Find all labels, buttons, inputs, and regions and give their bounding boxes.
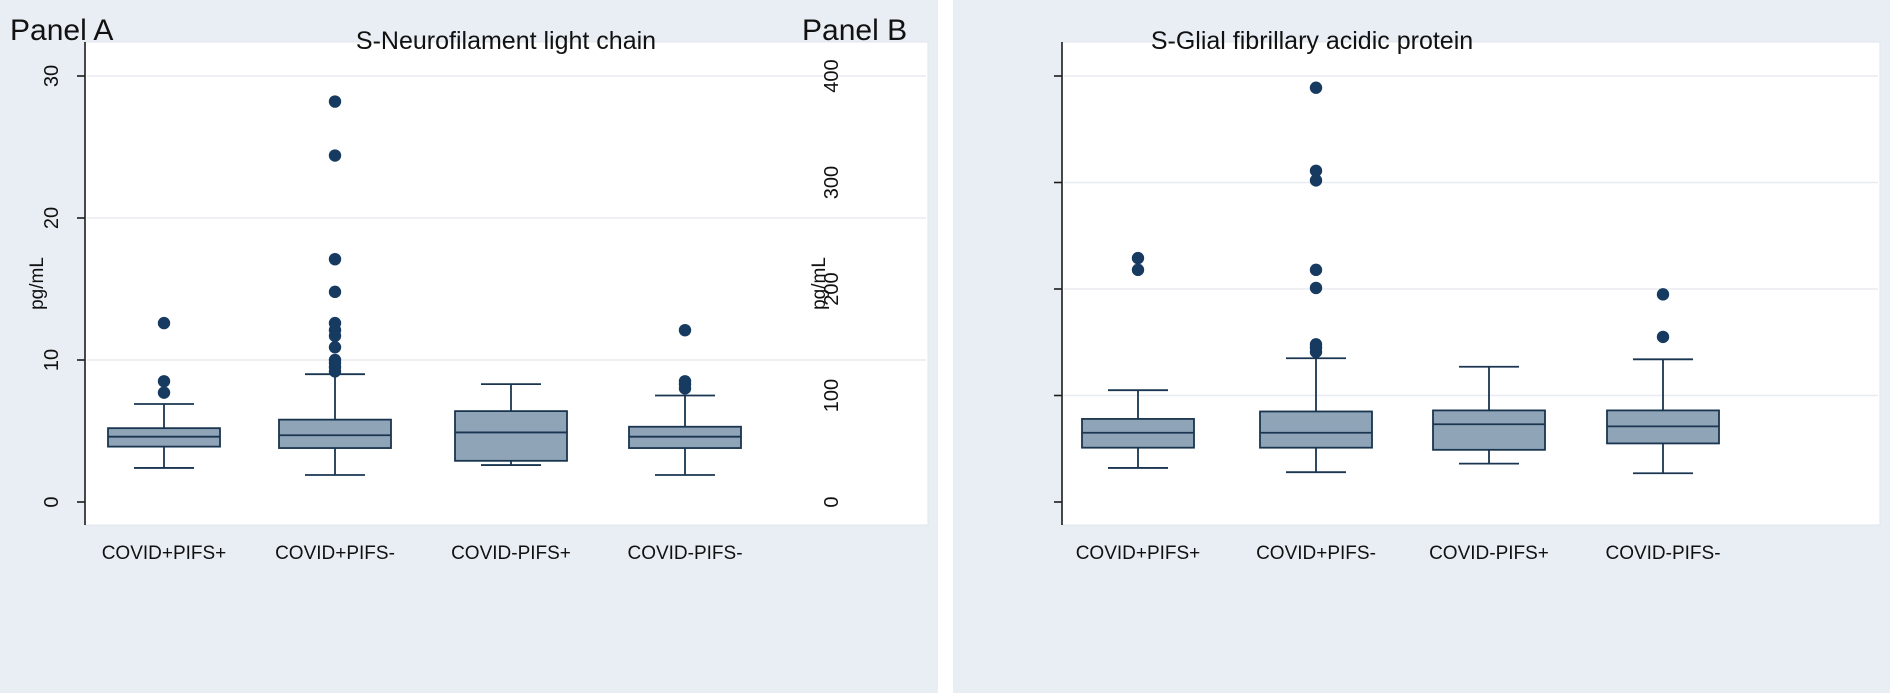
y-tick-label: 30 xyxy=(41,65,63,87)
outlier-point xyxy=(1309,164,1323,177)
y-axis-label: pg/mL xyxy=(27,257,48,310)
panel-a: 0 10 20 30 Panel A S-Neurofilament light chai… xyxy=(0,0,938,693)
y-tick-label: 20 xyxy=(41,207,63,229)
panel-b: 0 100 200 300 400 Panel B S-Glial fibrillary a… xyxy=(802,0,1890,693)
box-covidnegpifsneg xyxy=(1606,288,1720,475)
outlier-point xyxy=(678,375,692,388)
iqr-box xyxy=(278,418,392,449)
outlier-point xyxy=(328,316,342,330)
y-tick-label: 200 xyxy=(821,272,843,305)
iqr-box xyxy=(1432,409,1546,451)
chart-title: S-Glial fibrillary acidic protein xyxy=(1151,27,1473,55)
outlier-point xyxy=(157,316,171,330)
x-tick-label: COVID-PIFS- xyxy=(1605,543,1720,564)
y-tick-label: 300 xyxy=(821,166,843,199)
panel-label: Panel B xyxy=(802,14,907,47)
box-covidnegpifspos xyxy=(454,383,568,466)
panel-label: Panel A xyxy=(10,14,113,47)
outlier-point xyxy=(328,95,342,108)
y-tick-label: 100 xyxy=(821,379,843,412)
outlier-point xyxy=(1131,251,1145,265)
outlier-point xyxy=(328,149,342,162)
x-tick-label: COVID-PIFS+ xyxy=(451,543,571,564)
outlier-point xyxy=(1309,174,1323,187)
outlier-point xyxy=(1309,281,1323,295)
y-tick-label: 400 xyxy=(821,59,843,92)
x-tick-label: COVID+PIFS+ xyxy=(102,543,227,564)
outlier-point xyxy=(328,353,342,367)
outlier-point xyxy=(1656,288,1670,301)
outlier-point xyxy=(1309,338,1323,351)
x-tick-label: COVID-PIFS- xyxy=(627,543,742,564)
box-covidpospifsneg xyxy=(278,95,392,476)
iqr-box xyxy=(454,410,568,462)
box-covidpospifspos xyxy=(107,316,221,469)
x-tick-label: COVID-PIFS+ xyxy=(1429,543,1549,564)
outlier-point xyxy=(1131,263,1145,277)
x-tick-label: COVID+PIFS- xyxy=(1256,543,1376,564)
y-tick-label: 0 xyxy=(41,496,63,507)
y-axis-label: pg/mL xyxy=(809,257,830,310)
outlier-point xyxy=(328,341,342,354)
box-covidnegpifspos xyxy=(1432,365,1546,465)
plot-area xyxy=(1061,41,1881,526)
outlier-point xyxy=(678,323,692,337)
outlier-point xyxy=(1656,330,1670,344)
box-covidpospifspos xyxy=(1081,251,1195,469)
outlier-point xyxy=(1309,263,1323,277)
y-tick-label: 0 xyxy=(821,496,843,507)
outlier-point xyxy=(328,252,342,266)
box-covidpospifsneg xyxy=(1259,81,1373,474)
outlier-point xyxy=(157,375,171,388)
x-tick-label: COVID+PIFS+ xyxy=(1076,543,1201,564)
outlier-point xyxy=(1309,81,1323,94)
y-tick-label: 10 xyxy=(41,349,63,371)
iqr-box xyxy=(1259,410,1373,449)
chart-title: S-Neurofilament light chain xyxy=(356,27,656,55)
x-tick-label: COVID+PIFS- xyxy=(275,543,395,564)
outlier-point xyxy=(328,285,342,299)
box-covidnegpifsneg xyxy=(628,323,742,476)
outlier-point xyxy=(157,386,171,399)
